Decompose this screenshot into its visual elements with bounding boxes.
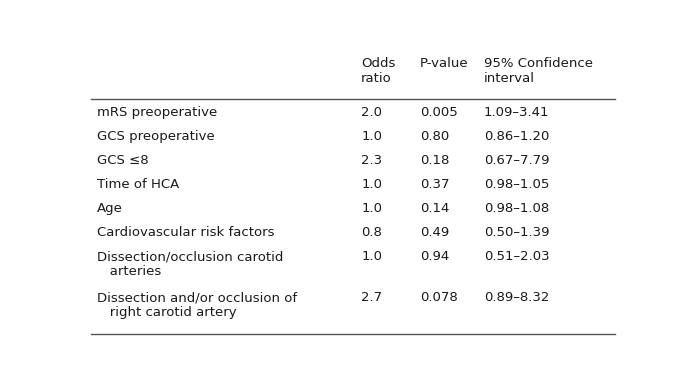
Text: 0.50–1.39: 0.50–1.39 [484, 226, 549, 240]
Text: Odds
ratio: Odds ratio [361, 57, 395, 85]
Text: Dissection/occlusion carotid
   arteries: Dissection/occlusion carotid arteries [96, 251, 283, 279]
Text: 0.98–1.08: 0.98–1.08 [484, 202, 549, 215]
Text: 0.94: 0.94 [420, 251, 449, 263]
Text: 1.09–3.41: 1.09–3.41 [484, 106, 549, 119]
Text: 1.0: 1.0 [361, 251, 382, 263]
Text: 0.98–1.05: 0.98–1.05 [484, 179, 549, 191]
Text: GCS ≤8: GCS ≤8 [96, 154, 148, 167]
Text: 1.0: 1.0 [361, 179, 382, 191]
Text: 0.37: 0.37 [420, 179, 449, 191]
Text: 0.8: 0.8 [361, 226, 382, 240]
Text: 0.86–1.20: 0.86–1.20 [484, 130, 549, 143]
Text: 0.89–8.32: 0.89–8.32 [484, 291, 549, 304]
Text: 0.67–7.79: 0.67–7.79 [484, 154, 549, 167]
Text: P-value: P-value [420, 57, 469, 70]
Text: 2.7: 2.7 [361, 291, 382, 304]
Text: 95% Confidence
interval: 95% Confidence interval [484, 57, 593, 85]
Text: 2.3: 2.3 [361, 154, 382, 167]
Text: 0.005: 0.005 [420, 106, 457, 119]
Text: 1.0: 1.0 [361, 130, 382, 143]
Text: 0.49: 0.49 [420, 226, 449, 240]
Text: 0.18: 0.18 [420, 154, 449, 167]
Text: 0.80: 0.80 [420, 130, 449, 143]
Text: Cardiovascular risk factors: Cardiovascular risk factors [96, 226, 274, 240]
Text: 2.0: 2.0 [361, 106, 382, 119]
Text: Age: Age [96, 202, 123, 215]
Text: 1.0: 1.0 [361, 202, 382, 215]
Text: Time of HCA: Time of HCA [96, 179, 179, 191]
Text: 0.51–2.03: 0.51–2.03 [484, 251, 550, 263]
Text: GCS preoperative: GCS preoperative [96, 130, 214, 143]
Text: 0.078: 0.078 [420, 291, 457, 304]
Text: Dissection and/or occlusion of
   right carotid artery: Dissection and/or occlusion of right car… [96, 291, 297, 319]
Text: 0.14: 0.14 [420, 202, 449, 215]
Text: mRS preoperative: mRS preoperative [96, 106, 217, 119]
